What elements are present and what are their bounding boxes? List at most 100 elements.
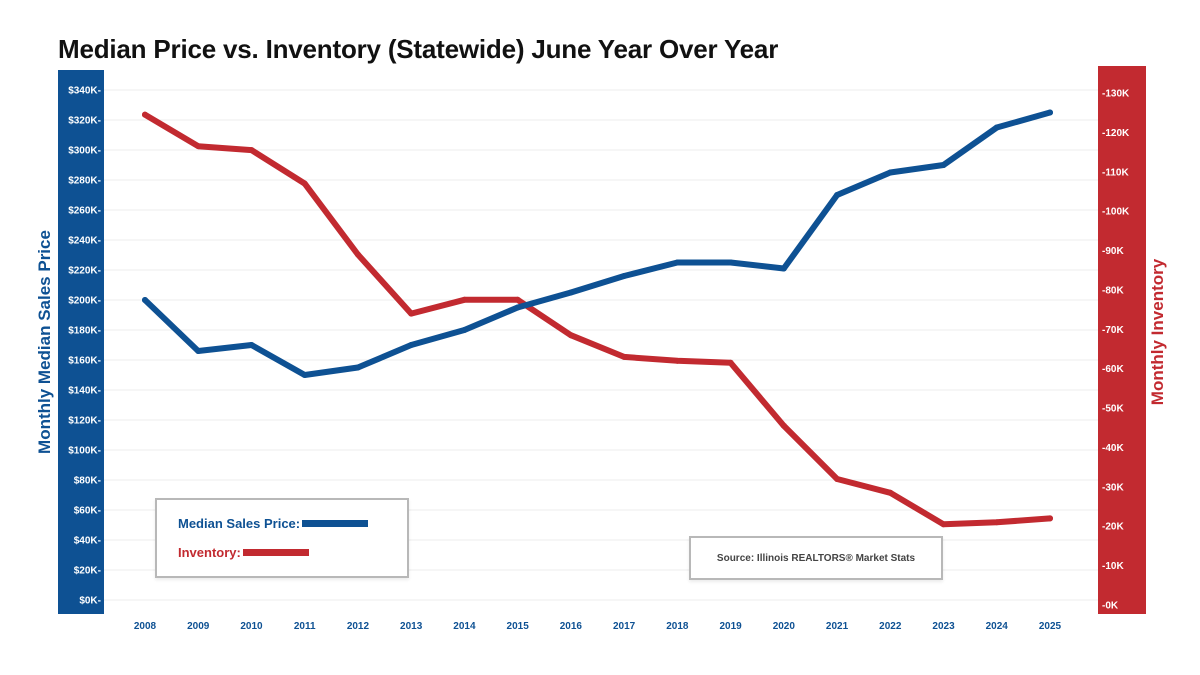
- left-tick-label: $60K-: [74, 506, 101, 517]
- x-tick-label: 2023: [932, 621, 955, 632]
- legend-label-inventory: Inventory:: [178, 545, 241, 560]
- data-point-inventory: [621, 353, 628, 360]
- right-tick-label: -70K: [1102, 325, 1124, 336]
- data-point-inventory: [301, 180, 308, 187]
- data-point-median-sales-price: [887, 169, 894, 176]
- right-axis-band: [1098, 66, 1146, 614]
- left-tick-label: $260K-: [68, 206, 101, 217]
- data-point-median-sales-price: [248, 342, 255, 348]
- series-line-median-sales-price: [142, 109, 1053, 378]
- x-tick-label: 2019: [719, 621, 742, 632]
- right-tick-label: -100K: [1102, 207, 1130, 218]
- data-point-inventory: [461, 296, 468, 303]
- right-tick-label: -40K: [1102, 443, 1124, 454]
- x-tick-label: 2020: [773, 621, 796, 632]
- right-tick-label: -20K: [1102, 522, 1124, 533]
- data-point-median-sales-price: [674, 259, 681, 266]
- data-point-median-sales-price: [940, 162, 947, 168]
- data-point-median-sales-price: [408, 342, 415, 348]
- x-tick-label: 2018: [666, 621, 689, 632]
- right-tick-label: -50K: [1102, 404, 1124, 415]
- legend-item-inventory: Inventory:: [178, 545, 309, 560]
- left-tick-label: $300K-: [68, 146, 101, 157]
- left-tick-label: $280K-: [68, 176, 101, 187]
- x-tick-label: 2014: [453, 621, 476, 632]
- data-point-inventory: [195, 143, 202, 150]
- x-tick-label: 2012: [347, 621, 370, 632]
- left-tick-label: $0K-: [79, 596, 101, 607]
- left-tick-label: $140K-: [68, 386, 101, 397]
- right-axis-title: Monthly Inventory: [1148, 258, 1167, 406]
- right-tick-label: -30K: [1102, 482, 1124, 493]
- x-tick-label: 2011: [294, 621, 316, 632]
- series-line-inventory: [142, 111, 1053, 528]
- left-tick-label: $40K-: [74, 536, 101, 547]
- data-point-median-sales-price: [834, 192, 841, 198]
- left-tick-label: $240K-: [68, 236, 101, 247]
- x-tick-label: 2015: [507, 621, 530, 632]
- data-point-median-sales-price: [1047, 109, 1053, 116]
- x-tick-label: 2017: [613, 621, 636, 632]
- data-point-inventory: [567, 332, 574, 339]
- right-tick-label: -130K: [1102, 89, 1130, 100]
- data-point-inventory: [248, 147, 255, 154]
- legend: Median Sales Price: Inventory:: [155, 498, 409, 578]
- legend-swatch-inventory: [242, 549, 309, 556]
- data-point-median-sales-price: [727, 259, 734, 266]
- left-tick-label: $120K-: [68, 416, 101, 427]
- data-point-inventory: [834, 475, 841, 482]
- data-point-median-sales-price: [514, 304, 521, 311]
- left-tick-label: $320K-: [68, 116, 101, 127]
- data-point-inventory: [993, 519, 1000, 526]
- chart-title: Median Price vs. Inventory (Statewide) J…: [58, 34, 779, 64]
- right-tick-label: -110K: [1102, 167, 1129, 178]
- x-tick-label: 2021: [826, 621, 849, 632]
- data-point-median-sales-price: [621, 273, 628, 279]
- x-tick-label: 2008: [134, 621, 157, 632]
- data-point-median-sales-price: [993, 124, 1000, 131]
- data-point-inventory: [408, 310, 415, 317]
- right-tick-label: -10K: [1102, 561, 1124, 572]
- right-tick-label: -60K: [1102, 364, 1124, 375]
- x-tick-label: 2016: [560, 621, 583, 632]
- left-tick-label: $200K-: [68, 296, 101, 307]
- data-point-median-sales-price: [195, 348, 202, 354]
- source-note: Source: Illinois REALTORS® Market Stats: [689, 536, 943, 580]
- x-tick-label: 2010: [240, 621, 263, 632]
- left-tick-label: $100K-: [68, 446, 101, 457]
- left-axis-title: Monthly Median Sales Price: [35, 230, 54, 454]
- series-layer: [142, 109, 1053, 528]
- data-point-median-sales-price: [142, 297, 148, 303]
- data-point-median-sales-price: [780, 265, 787, 272]
- data-point-inventory: [1047, 515, 1053, 522]
- left-tick-label: $80K-: [74, 476, 101, 487]
- left-tick-label: $160K-: [68, 356, 101, 367]
- data-point-inventory: [940, 521, 947, 528]
- x-axis-ticks: 2008 2009 2010 2011 2012 2013 2014 2015 2016 2017…: [134, 621, 1062, 632]
- right-axis-ticks: -0K -10K -20K -30K -40K -50K -60K -70K -80K -90K -…: [1102, 89, 1130, 612]
- data-point-median-sales-price: [354, 364, 361, 371]
- x-tick-label: 2025: [1039, 621, 1062, 632]
- left-tick-label: $220K-: [68, 266, 101, 277]
- x-tick-label: 2022: [879, 621, 902, 632]
- left-axis-band: [58, 70, 104, 614]
- right-tick-label: -0K: [1102, 601, 1119, 612]
- legend-swatch-price: [302, 520, 369, 527]
- data-point-inventory: [514, 296, 521, 303]
- data-point-median-sales-price: [461, 327, 468, 333]
- x-tick-label: 2024: [986, 621, 1009, 632]
- left-tick-label: $20K-: [74, 566, 101, 577]
- left-tick-label: $340K-: [68, 86, 101, 97]
- data-point-inventory: [354, 251, 361, 258]
- data-point-inventory: [727, 359, 734, 366]
- data-point-median-sales-price: [301, 372, 308, 378]
- right-tick-label: -90K: [1102, 246, 1124, 257]
- x-tick-label: 2013: [400, 621, 423, 632]
- legend-label-price: Median Sales Price:: [178, 516, 301, 531]
- right-tick-label: -120K: [1102, 128, 1130, 139]
- right-tick-label: -80K: [1102, 285, 1124, 296]
- legend-item-price: Median Sales Price:: [178, 516, 369, 531]
- data-point-inventory: [674, 357, 681, 364]
- data-point-inventory: [887, 489, 894, 496]
- data-point-inventory: [142, 111, 148, 118]
